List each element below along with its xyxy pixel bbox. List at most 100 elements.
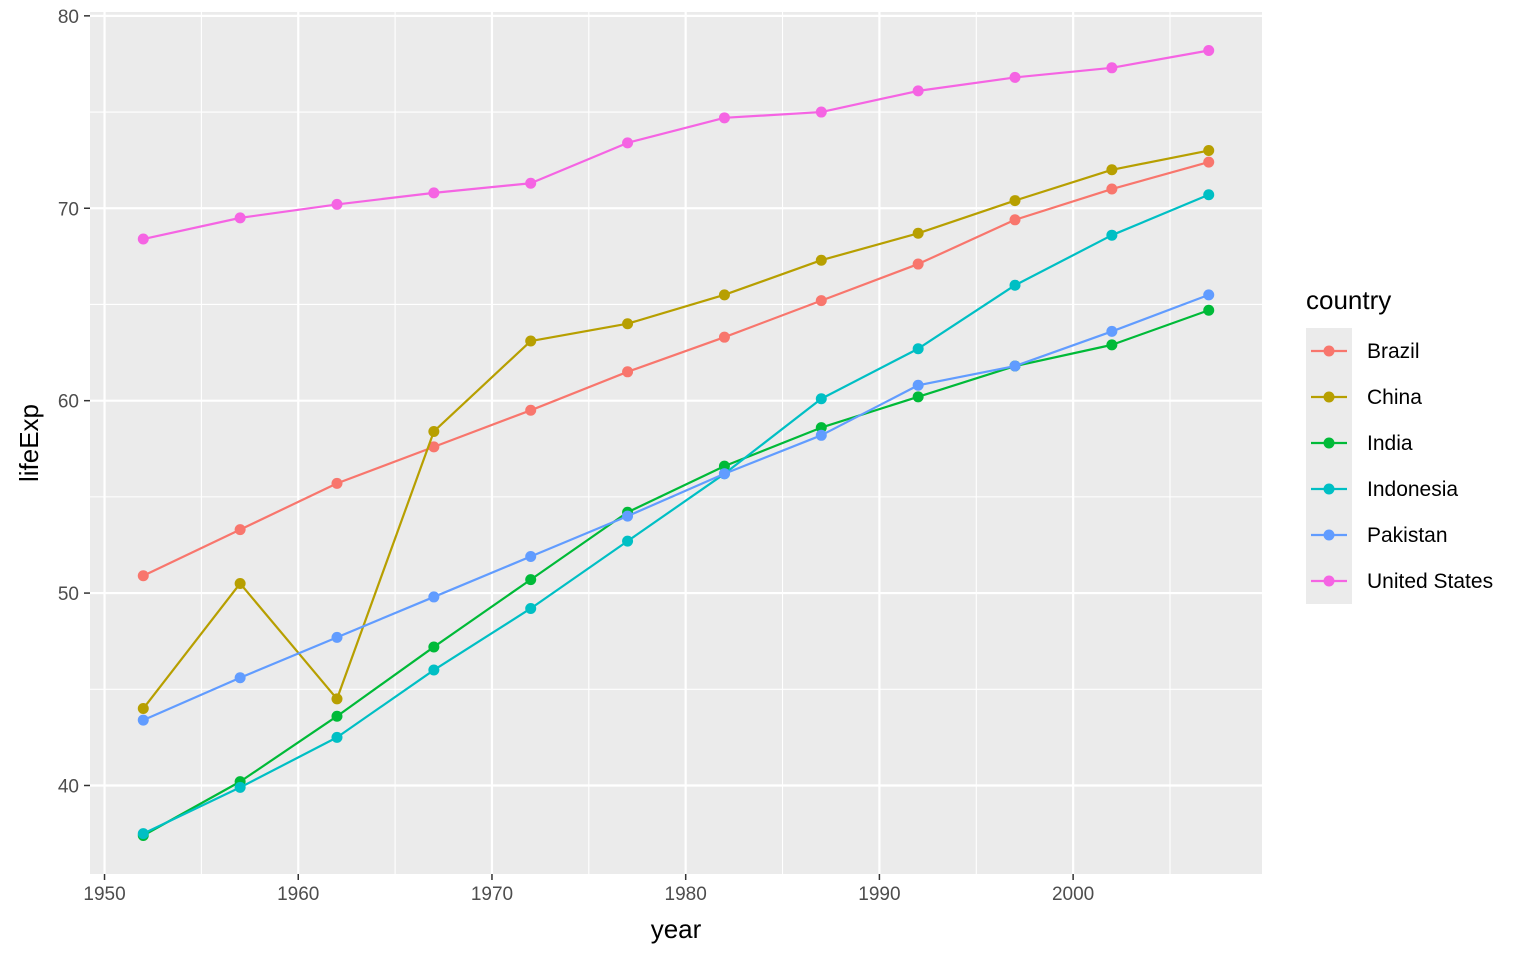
data-point bbox=[912, 379, 924, 391]
legend-label: United States bbox=[1367, 570, 1493, 593]
data-point bbox=[137, 714, 149, 726]
data-point bbox=[331, 477, 343, 489]
y-tick-label: 60 bbox=[58, 392, 79, 413]
x-tick-label: 1960 bbox=[277, 884, 319, 905]
series-brazil bbox=[137, 156, 1215, 582]
data-point bbox=[912, 343, 924, 355]
legend-label: Pakistan bbox=[1367, 524, 1448, 547]
data-point bbox=[1203, 44, 1215, 56]
data-point bbox=[1009, 214, 1021, 226]
legend-label: China bbox=[1367, 386, 1422, 409]
legend-key-point bbox=[1323, 529, 1335, 541]
legend-key-point bbox=[1323, 437, 1335, 449]
series-pakistan bbox=[137, 289, 1215, 726]
data-point bbox=[718, 331, 730, 343]
x-tick-label: 1970 bbox=[471, 884, 513, 905]
plot-panel bbox=[90, 12, 1262, 874]
grid-major bbox=[90, 12, 1262, 874]
legend-items: Brazil China India Indonesia Pakistan United … bbox=[1311, 340, 1493, 593]
data-point bbox=[815, 254, 827, 266]
data-point bbox=[718, 460, 730, 472]
series-layer bbox=[137, 44, 1215, 842]
legend-item: China bbox=[1311, 386, 1422, 409]
data-point bbox=[428, 664, 440, 676]
data-point bbox=[137, 828, 149, 840]
data-point bbox=[331, 710, 343, 722]
legend-label: Indonesia bbox=[1367, 478, 1458, 501]
legend-item: Pakistan bbox=[1311, 524, 1448, 547]
data-point bbox=[1009, 195, 1021, 207]
data-point bbox=[331, 731, 343, 743]
data-point bbox=[912, 258, 924, 270]
data-point bbox=[234, 577, 246, 589]
data-point bbox=[331, 693, 343, 705]
data-point bbox=[525, 551, 537, 563]
series-line bbox=[143, 49, 1209, 241]
x-tick-label: 2000 bbox=[1052, 884, 1094, 905]
legend-label: India bbox=[1367, 432, 1413, 455]
data-point bbox=[1203, 189, 1215, 201]
data-point bbox=[428, 425, 440, 437]
data-point bbox=[1203, 304, 1215, 316]
legend-key-background bbox=[1306, 328, 1352, 604]
x-axis-title: year bbox=[651, 914, 702, 944]
data-point bbox=[1203, 156, 1215, 168]
data-point bbox=[525, 177, 537, 189]
data-point bbox=[1106, 325, 1118, 337]
data-point bbox=[912, 391, 924, 403]
data-point bbox=[137, 570, 149, 582]
series-line bbox=[142, 149, 1209, 710]
data-point bbox=[525, 602, 537, 614]
x-tick-label: 1950 bbox=[83, 884, 125, 905]
data-point bbox=[1106, 229, 1118, 241]
data-point bbox=[137, 233, 149, 245]
legend-item: Brazil bbox=[1311, 340, 1420, 363]
series-line bbox=[142, 293, 1210, 722]
data-point bbox=[234, 212, 246, 224]
x-tick-label: 1980 bbox=[665, 884, 707, 905]
data-point bbox=[815, 393, 827, 405]
legend-item: Indonesia bbox=[1311, 478, 1458, 501]
data-point bbox=[718, 289, 730, 301]
data-point bbox=[525, 574, 537, 586]
data-point bbox=[1009, 279, 1021, 291]
data-point bbox=[912, 85, 924, 97]
series-line bbox=[142, 309, 1210, 837]
data-point bbox=[1203, 145, 1215, 157]
data-point bbox=[1106, 62, 1118, 74]
legend-key-point bbox=[1323, 391, 1335, 403]
data-point bbox=[428, 441, 440, 453]
series-indonesia bbox=[137, 189, 1215, 840]
data-point bbox=[622, 137, 634, 149]
data-point bbox=[137, 703, 149, 715]
data-point bbox=[1106, 339, 1118, 351]
legend-item: United States bbox=[1311, 570, 1493, 593]
data-point bbox=[815, 429, 827, 441]
data-point bbox=[912, 227, 924, 239]
data-point bbox=[622, 366, 634, 378]
data-point bbox=[622, 510, 634, 522]
data-point bbox=[234, 672, 246, 684]
data-point bbox=[718, 112, 730, 124]
data-point bbox=[622, 535, 634, 547]
data-point bbox=[234, 781, 246, 793]
data-point bbox=[718, 468, 730, 480]
y-tick-label: 70 bbox=[58, 199, 79, 220]
data-point bbox=[331, 198, 343, 210]
data-point bbox=[428, 591, 440, 603]
legend-key-point bbox=[1323, 345, 1335, 357]
series-china bbox=[137, 145, 1215, 715]
legend-key-point bbox=[1323, 575, 1335, 587]
data-point bbox=[331, 631, 343, 643]
data-point bbox=[1106, 183, 1118, 195]
data-point bbox=[525, 335, 537, 347]
x-axis: 1950 1960 1970 1980 1990 2000 bbox=[83, 874, 1094, 905]
series-line bbox=[142, 161, 1210, 577]
data-point bbox=[815, 295, 827, 307]
y-tick-label: 40 bbox=[58, 776, 79, 797]
data-point bbox=[234, 524, 246, 536]
legend: country Brazil China India Indonesia Pakista… bbox=[1306, 285, 1493, 604]
data-point bbox=[428, 187, 440, 199]
y-axis-title: lifeExp bbox=[14, 404, 44, 482]
